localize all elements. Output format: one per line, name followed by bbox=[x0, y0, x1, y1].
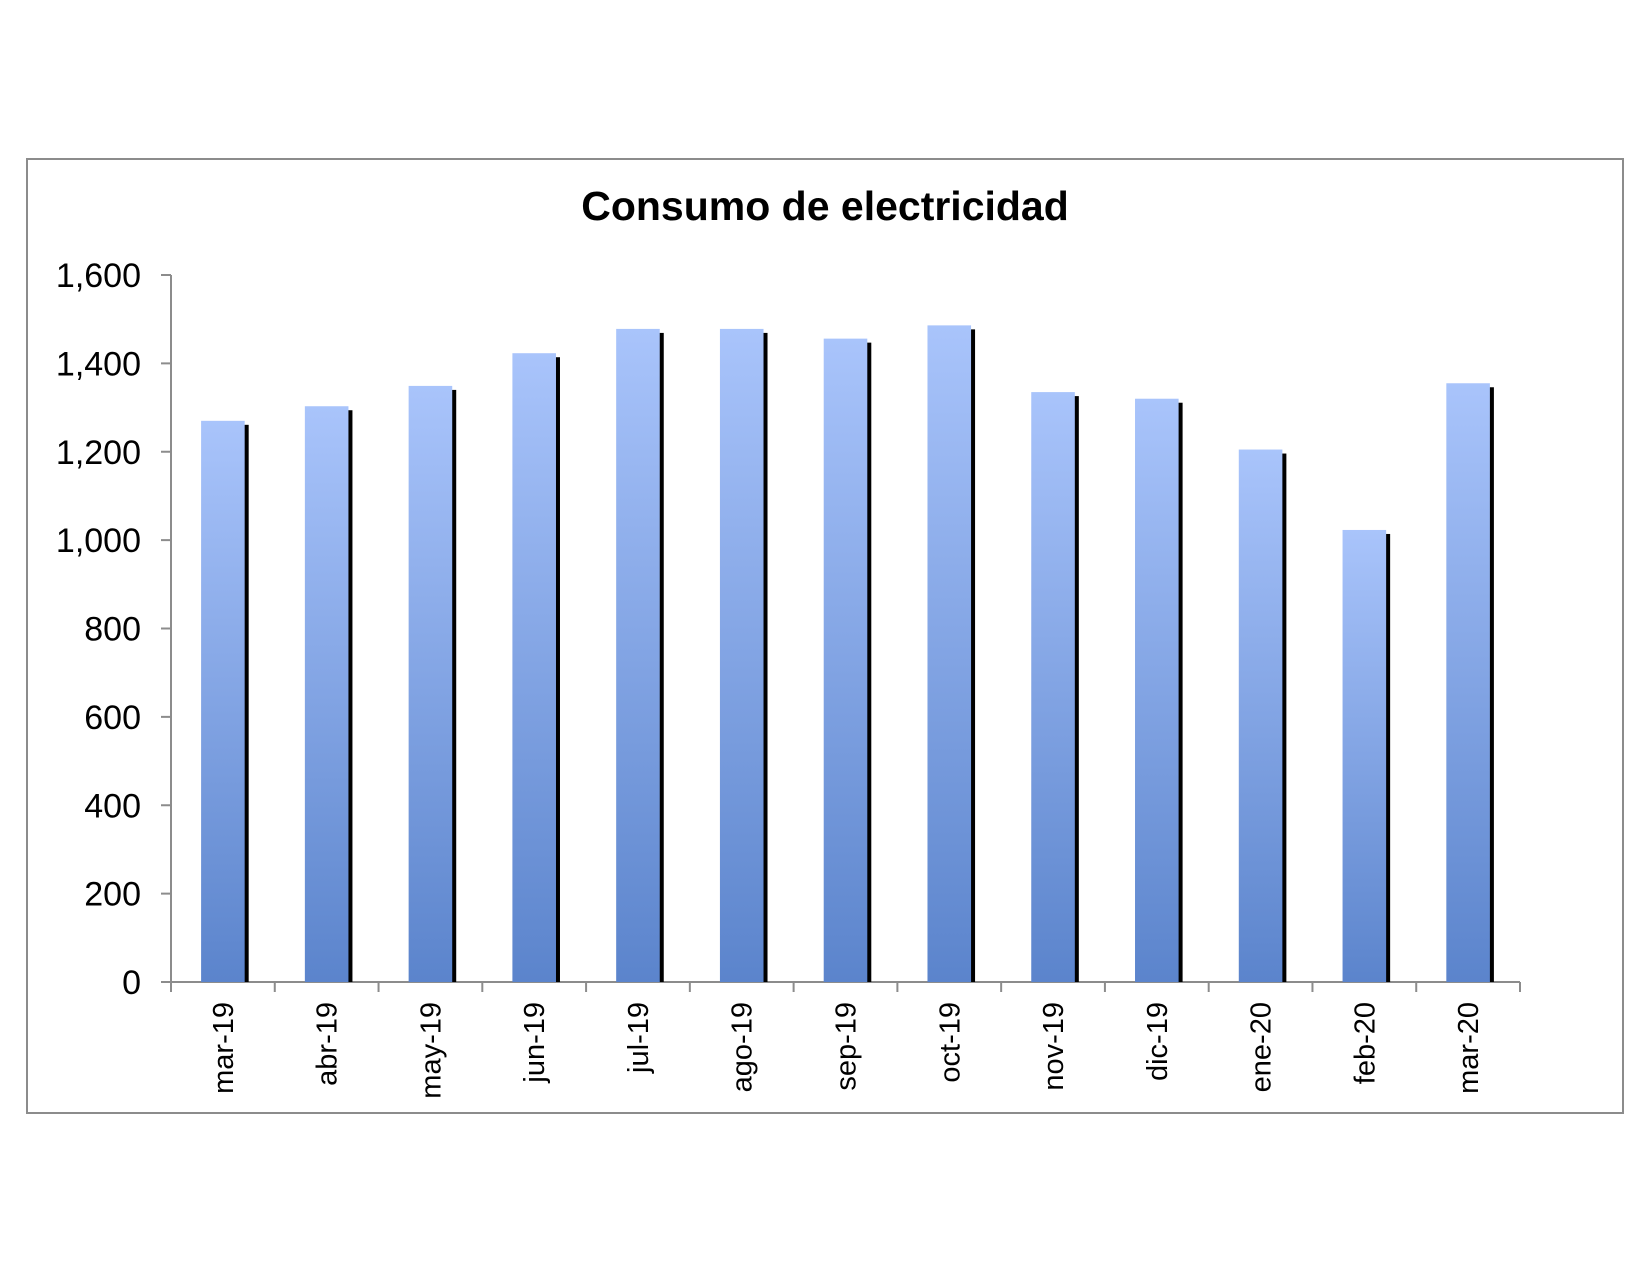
x-tick-label: jul-19 bbox=[623, 1002, 655, 1074]
bar-mar-19 bbox=[201, 420, 245, 983]
bar-shadow bbox=[1385, 533, 1391, 982]
x-tick-label: jun-19 bbox=[519, 1002, 551, 1084]
chart-svg: Consumo de electricidad 0 200 400 600 800 1,0… bbox=[56, 183, 1521, 1099]
x-tick-label: feb-20 bbox=[1349, 1002, 1381, 1084]
bar-ago-19 bbox=[719, 328, 764, 982]
y-tick-label: 600 bbox=[84, 699, 141, 737]
bar-ene-20 bbox=[1238, 449, 1283, 982]
x-tick-label: abr-19 bbox=[312, 1002, 344, 1086]
bar-nov-19 bbox=[1031, 392, 1075, 982]
bar-shadow bbox=[451, 389, 457, 982]
bar-shadow bbox=[658, 332, 664, 982]
y-tick-label: 1,600 bbox=[56, 257, 141, 295]
bar-oct-19 bbox=[927, 325, 972, 982]
bar-may-19 bbox=[408, 385, 453, 982]
bar-shadow bbox=[866, 342, 872, 982]
bar-jul-19 bbox=[616, 328, 660, 982]
x-tick-label: nov-19 bbox=[1038, 1002, 1070, 1091]
x-tick-label: mar-20 bbox=[1453, 1002, 1485, 1094]
x-tick-label: ago-19 bbox=[727, 1002, 759, 1092]
x-axis: mar-19 abr-19 may-19 jun-19 jul-19 ago-19 sep-… bbox=[170, 981, 1521, 1099]
chart-frame: Consumo de electricidad 0 200 400 600 800 1,0… bbox=[26, 158, 1624, 1114]
y-axis: 0 200 400 600 800 1,000 1,200 1,400 1,600 bbox=[56, 257, 172, 1002]
bar-shadow bbox=[970, 329, 976, 982]
bar-shadow bbox=[762, 332, 768, 982]
x-tick-label: dic-19 bbox=[1142, 1002, 1174, 1081]
chart-title: Consumo de electricidad bbox=[581, 183, 1069, 229]
bar-shadow bbox=[554, 357, 560, 982]
x-tick-label: may-19 bbox=[415, 1002, 447, 1099]
bar-shadow bbox=[347, 410, 353, 982]
bar-mar-20 bbox=[1446, 383, 1490, 982]
bar-feb-20 bbox=[1342, 529, 1387, 982]
x-tick-label: mar-19 bbox=[208, 1002, 240, 1094]
bar-sep-19 bbox=[823, 338, 868, 982]
bars bbox=[201, 325, 1494, 983]
bar-shadow bbox=[243, 424, 249, 983]
x-tick-label: oct-19 bbox=[934, 1002, 966, 1083]
bar-dic-19 bbox=[1135, 398, 1179, 983]
bar-jun-19 bbox=[512, 353, 556, 982]
bar-shadow bbox=[1281, 453, 1287, 982]
bar-abr-19 bbox=[304, 406, 349, 982]
bar-shadow bbox=[1073, 396, 1079, 982]
y-tick-label: 400 bbox=[84, 787, 141, 825]
x-tick-label: sep-19 bbox=[831, 1002, 863, 1091]
y-tick-label: 1,000 bbox=[56, 522, 141, 560]
bar-shadow bbox=[1488, 387, 1494, 982]
y-tick-label: 1,200 bbox=[56, 434, 141, 472]
y-tick-label: 200 bbox=[84, 876, 141, 914]
x-tick-label: ene-20 bbox=[1246, 1002, 1278, 1092]
bar-shadow bbox=[1177, 402, 1183, 983]
y-tick-label: 0 bbox=[122, 964, 141, 1002]
y-tick-label: 800 bbox=[84, 611, 141, 649]
y-tick-label: 1,400 bbox=[56, 345, 141, 383]
